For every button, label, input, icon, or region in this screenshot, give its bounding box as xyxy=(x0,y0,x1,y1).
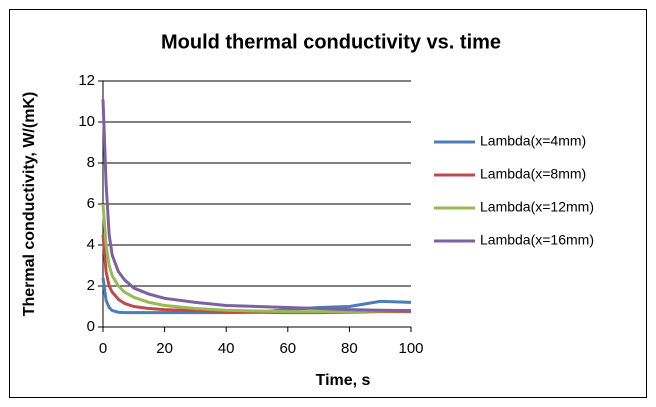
legend-label: Lambda(x=16mm) xyxy=(480,232,594,248)
x-axis-label: Time, s xyxy=(316,372,371,389)
y-tick-label: 12 xyxy=(78,72,95,89)
y-tick-label: 2 xyxy=(87,277,95,294)
legend-label: Lambda(x=12mm) xyxy=(480,199,594,215)
legend-label: Lambda(x=8mm) xyxy=(480,166,586,182)
y-tick-label: 4 xyxy=(87,236,95,253)
x-tick-label: 0 xyxy=(99,340,107,357)
data-line xyxy=(101,99,412,313)
x-tick-label: 40 xyxy=(218,340,235,357)
x-tick-label: 80 xyxy=(341,340,358,357)
x-tick-label: 60 xyxy=(279,340,296,357)
y-tick-label: 6 xyxy=(87,195,95,212)
data-line xyxy=(101,277,412,315)
y-axis-label: Thermal conductivity, W/(mK) xyxy=(21,92,38,317)
legend-label: Lambda(x=4mm) xyxy=(480,133,586,149)
y-tick-label: 0 xyxy=(87,318,95,335)
chart-title: Mould thermal conductivity vs. time xyxy=(161,31,501,53)
y-tick-label: 10 xyxy=(78,113,95,130)
y-tick-label: 8 xyxy=(87,154,95,171)
x-tick-label: 100 xyxy=(398,340,423,357)
data-line xyxy=(101,203,412,314)
x-tick-label: 20 xyxy=(156,340,173,357)
